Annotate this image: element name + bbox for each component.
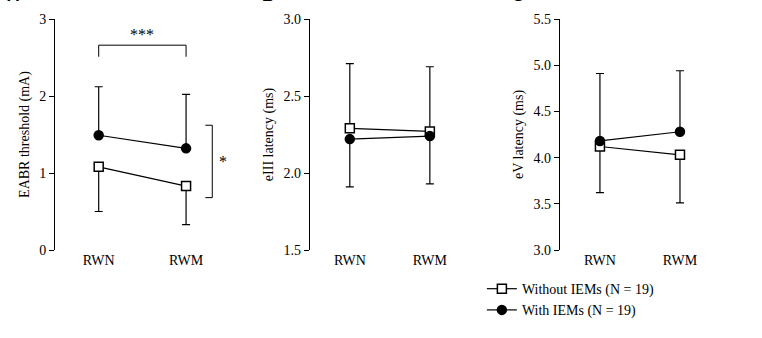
- svg-text:***: ***: [130, 26, 154, 43]
- svg-text:4.5: 4.5: [534, 104, 552, 119]
- svg-text:3.0: 3.0: [534, 243, 552, 258]
- svg-text:5.0: 5.0: [534, 58, 552, 73]
- svg-text:eV latency (ms): eV latency (ms): [511, 90, 527, 179]
- svg-text:RWN: RWN: [334, 253, 366, 268]
- svg-text:RWM: RWM: [413, 253, 448, 268]
- svg-text:4.0: 4.0: [534, 151, 552, 166]
- svg-text:A: A: [7, 0, 19, 5]
- svg-text:2.0: 2.0: [283, 166, 301, 181]
- svg-text:RWN: RWN: [584, 253, 616, 268]
- svg-text:Without IEMs (N = 19): Without IEMs (N = 19): [522, 282, 654, 298]
- svg-text:3.5: 3.5: [534, 197, 552, 212]
- svg-text:1.5: 1.5: [283, 243, 301, 258]
- svg-text:C: C: [512, 0, 524, 5]
- svg-text:1: 1: [39, 166, 46, 181]
- svg-text:B: B: [262, 0, 274, 5]
- svg-text:3: 3: [39, 12, 46, 27]
- svg-text:2.5: 2.5: [283, 89, 301, 104]
- svg-text:*: *: [219, 153, 227, 170]
- svg-text:0: 0: [39, 243, 46, 258]
- svg-text:eIII latency (ms): eIII latency (ms): [261, 88, 277, 182]
- svg-text:2: 2: [39, 89, 46, 104]
- svg-text:With IEMs (N = 19): With IEMs (N = 19): [522, 303, 636, 319]
- svg-text:3.0: 3.0: [283, 12, 301, 27]
- svg-text:5.5: 5.5: [534, 12, 552, 27]
- svg-text:EABR threshold (mA): EABR threshold (mA): [17, 71, 33, 198]
- svg-text:RWM: RWM: [169, 253, 204, 268]
- svg-text:RWN: RWN: [83, 253, 115, 268]
- svg-text:RWM: RWM: [663, 253, 698, 268]
